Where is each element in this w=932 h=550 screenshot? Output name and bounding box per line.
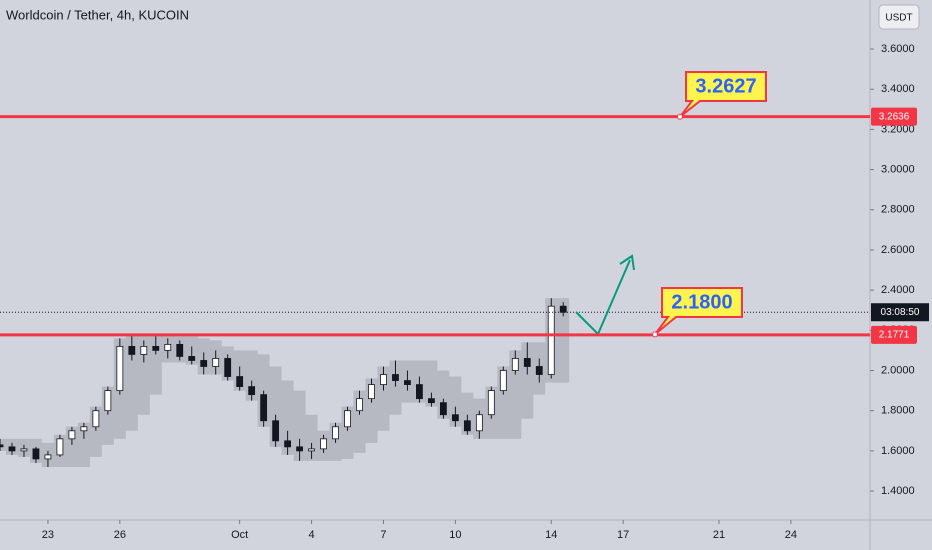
y-tick-label: 3.6000 bbox=[881, 43, 915, 55]
candle-body bbox=[332, 426, 339, 440]
candle-body bbox=[404, 380, 411, 385]
candle-body bbox=[92, 410, 100, 428]
candle-body bbox=[511, 358, 519, 371]
y-tick-label: 3.4000 bbox=[881, 83, 915, 95]
candle-body bbox=[451, 414, 459, 422]
candle-body bbox=[20, 448, 28, 452]
level-tag bbox=[871, 325, 917, 344]
candle-body bbox=[152, 345, 160, 351]
level-tag bbox=[871, 107, 917, 126]
candle-body bbox=[140, 345, 148, 355]
candle-body bbox=[44, 454, 52, 460]
candle-body bbox=[164, 343, 172, 351]
candle-body bbox=[535, 366, 543, 375]
candle-body bbox=[0, 444, 4, 448]
candle-body bbox=[200, 360, 208, 367]
candle-body bbox=[248, 386, 256, 396]
candle-body bbox=[116, 345, 124, 392]
x-tick-label: 7 bbox=[380, 529, 386, 541]
candle-body bbox=[499, 370, 507, 392]
currency-button[interactable] bbox=[878, 4, 920, 30]
x-tick-label: 4 bbox=[309, 529, 315, 541]
x-tick-label: 10 bbox=[449, 529, 461, 541]
arrow-head bbox=[619, 254, 635, 271]
callout-label: 3.2627 bbox=[695, 75, 756, 97]
candle-body bbox=[416, 384, 423, 400]
candle-body bbox=[56, 438, 64, 456]
x-tick-label: 14 bbox=[545, 529, 557, 541]
candle-body bbox=[487, 390, 495, 416]
candle-body bbox=[272, 420, 280, 442]
y-tick-label: 3.2000 bbox=[881, 123, 915, 135]
candle-body bbox=[224, 358, 232, 377]
y-tick-label: 1.8000 bbox=[881, 405, 915, 417]
countdown-label: 03:08:50 bbox=[881, 307, 920, 318]
candle-body bbox=[439, 402, 447, 416]
candle-body bbox=[104, 390, 112, 412]
candle-body bbox=[80, 426, 88, 432]
candle-body bbox=[296, 446, 303, 452]
candle-body bbox=[176, 343, 184, 357]
candle-body bbox=[475, 414, 483, 432]
candle-body bbox=[128, 345, 136, 355]
candle-body bbox=[284, 440, 292, 448]
candle-body bbox=[547, 305, 555, 375]
candle-body bbox=[32, 448, 40, 460]
candle-body bbox=[68, 430, 76, 440]
callout-anchor bbox=[652, 331, 658, 338]
candle-body bbox=[523, 358, 531, 367]
candle-body bbox=[428, 398, 435, 404]
y-tick-label: 2.8000 bbox=[881, 204, 915, 216]
y-tick-label: 3.0000 bbox=[881, 163, 915, 175]
candle-body bbox=[8, 446, 16, 452]
x-tick-label: Oct bbox=[231, 529, 248, 541]
candle-body bbox=[380, 374, 387, 385]
callout-anchor bbox=[677, 113, 683, 120]
y-tick-label: 2.0000 bbox=[881, 364, 915, 376]
candle-body bbox=[368, 384, 375, 400]
level-label: 3.2636 bbox=[879, 111, 910, 122]
candle-body bbox=[320, 438, 327, 450]
candle-body bbox=[188, 356, 196, 361]
x-tick-label: 26 bbox=[114, 529, 126, 541]
level-label: 2.1771 bbox=[879, 330, 910, 341]
x-tick-label: 24 bbox=[785, 529, 797, 541]
candle-body bbox=[308, 448, 315, 452]
candle-body bbox=[236, 376, 244, 387]
candle-body bbox=[356, 398, 363, 412]
candle-body bbox=[392, 374, 399, 381]
chart-title: Worldcoin / Tether, 4h, KUCOIN bbox=[6, 7, 189, 22]
y-tick-label: 1.4000 bbox=[881, 485, 915, 497]
candle-body bbox=[559, 305, 567, 313]
y-tick-label: 1.6000 bbox=[881, 445, 915, 457]
x-tick-label: 17 bbox=[617, 529, 629, 541]
y-tick-label: 2.4000 bbox=[881, 284, 915, 296]
countdown-box bbox=[871, 303, 929, 322]
callout-box bbox=[679, 71, 767, 118]
callout-label: 2.1800 bbox=[671, 291, 732, 313]
x-tick-label: 21 bbox=[713, 529, 725, 541]
candle-body bbox=[260, 394, 268, 422]
candle-body bbox=[344, 410, 351, 428]
currency-label[interactable]: USDT bbox=[885, 13, 912, 24]
candle-body bbox=[212, 358, 220, 367]
channel-area bbox=[0, 298, 570, 467]
callout-box bbox=[654, 287, 743, 336]
candle-body bbox=[463, 420, 471, 432]
x-tick-label: 23 bbox=[42, 529, 54, 541]
y-tick-label: 2.6000 bbox=[881, 244, 915, 256]
